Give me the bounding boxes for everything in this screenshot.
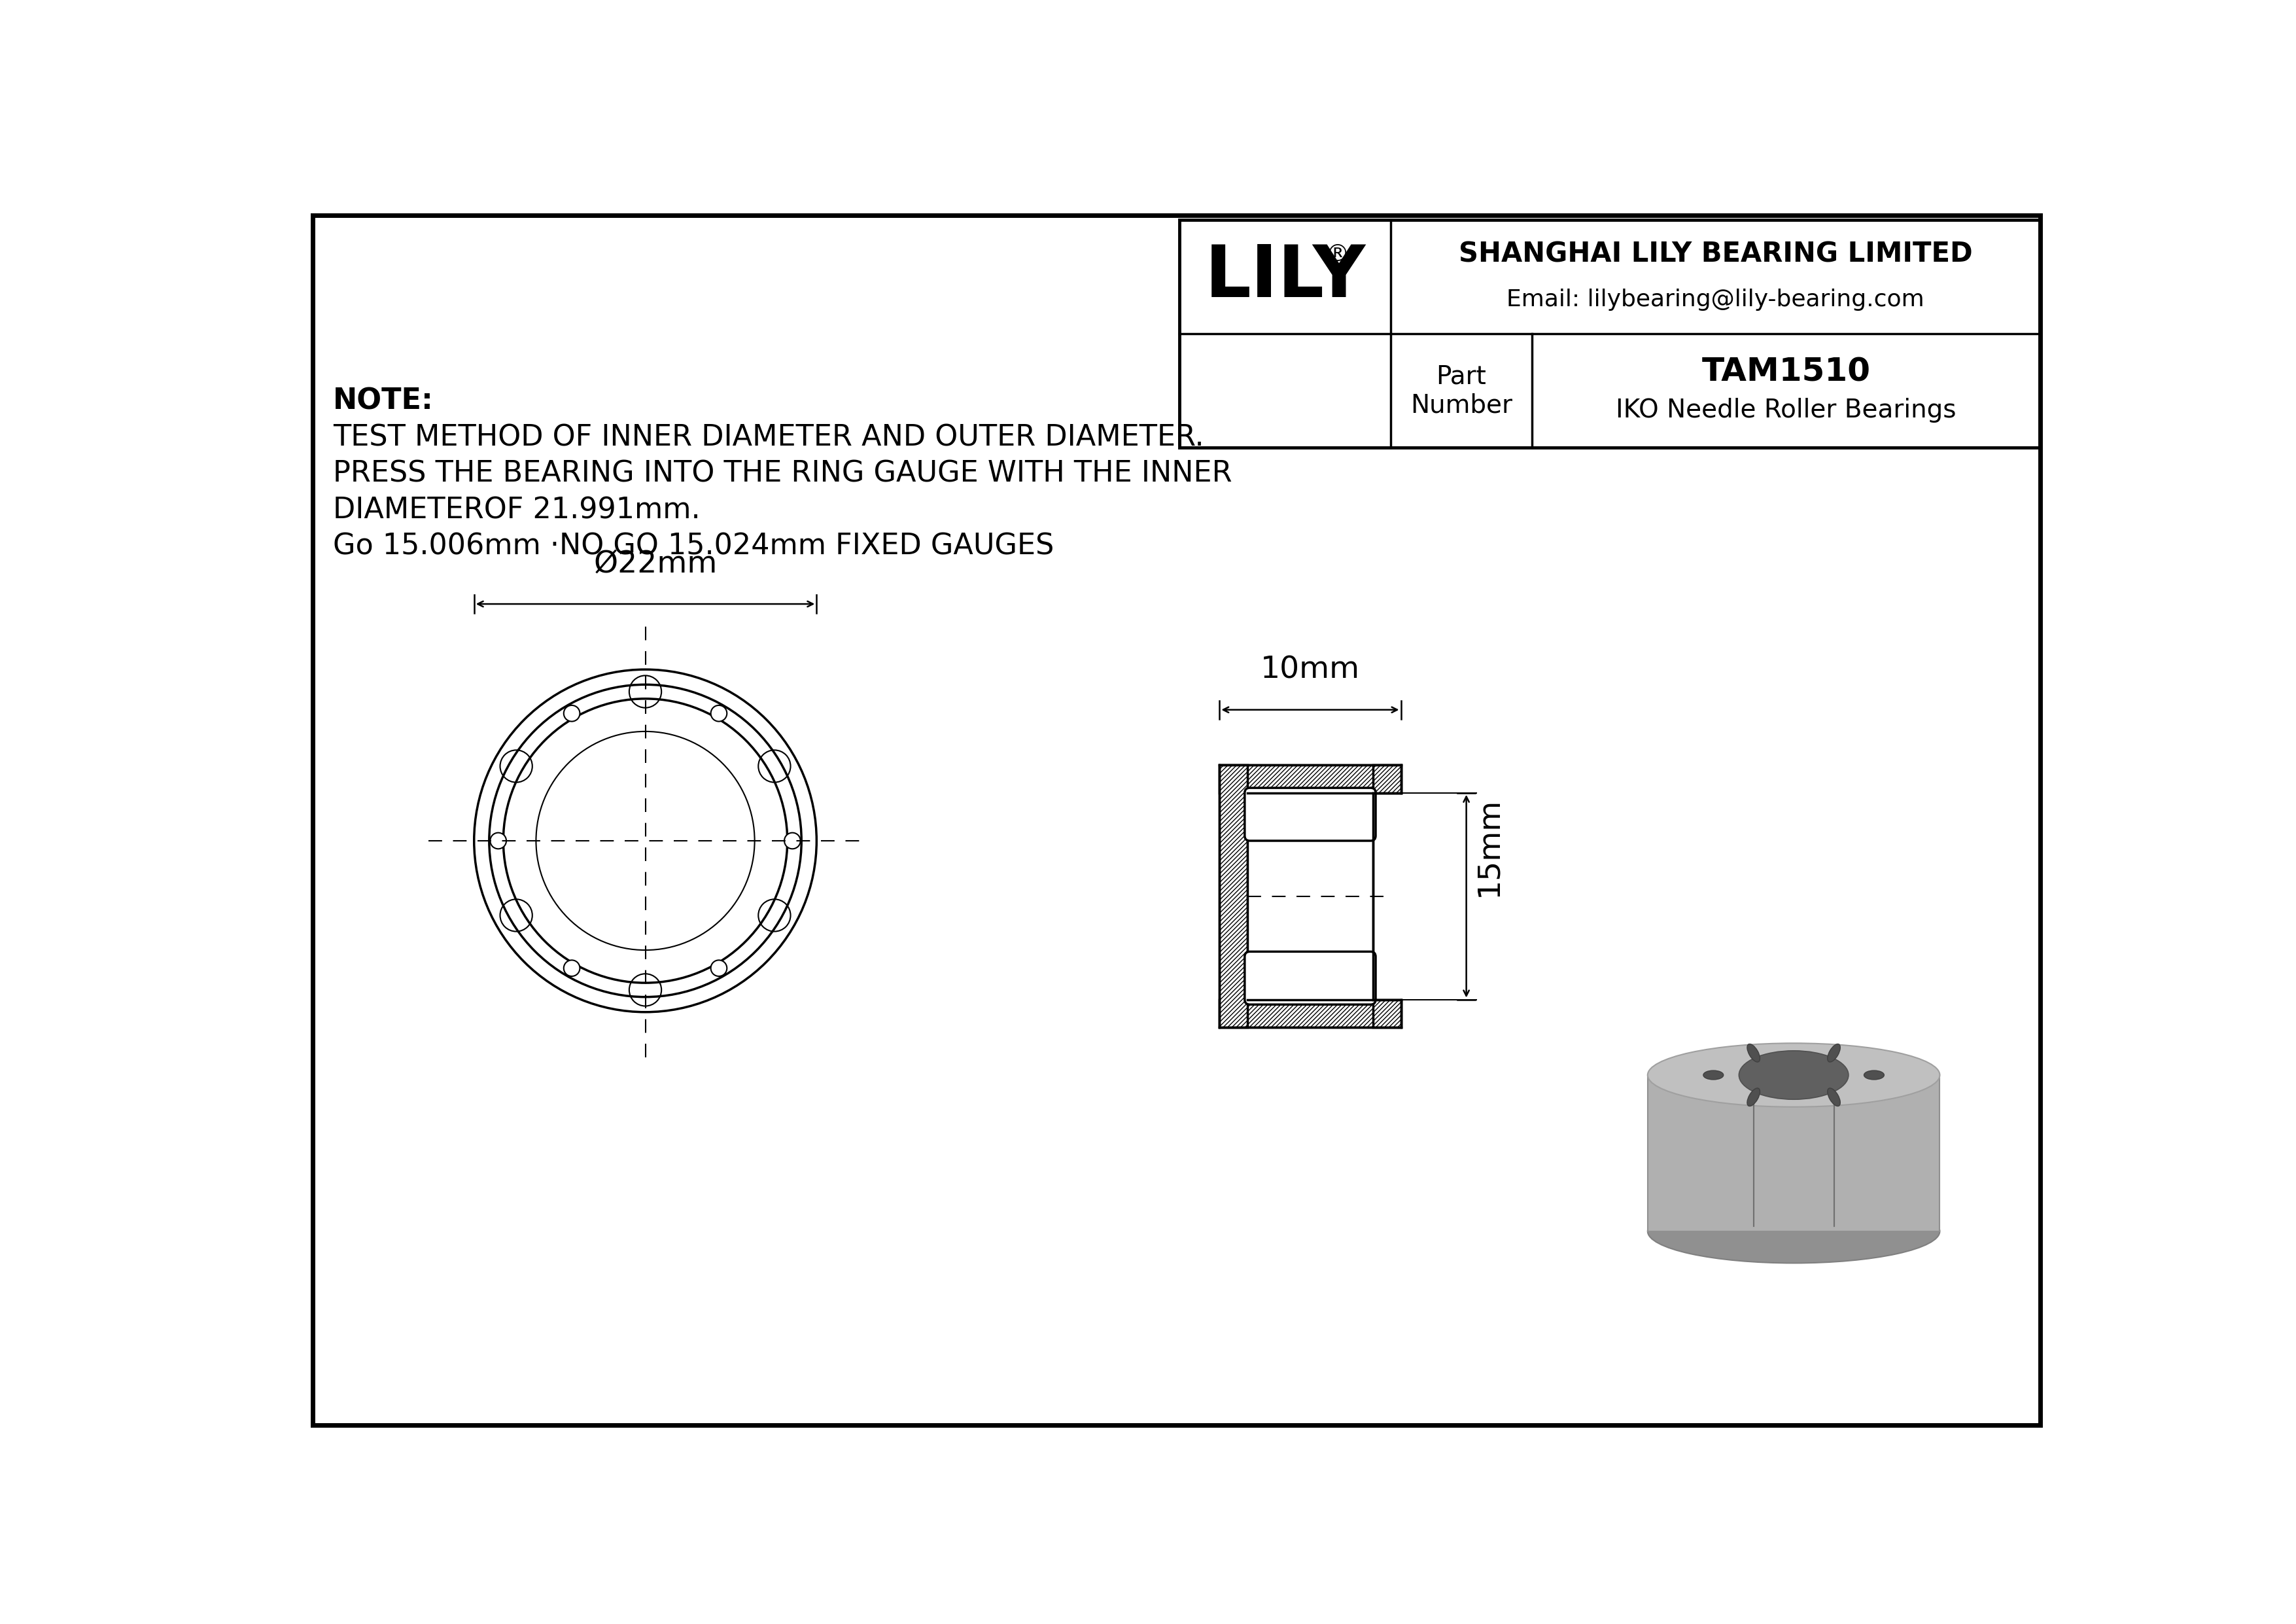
- Circle shape: [785, 833, 801, 849]
- Ellipse shape: [1704, 1070, 1724, 1080]
- Text: Part
Number: Part Number: [1410, 364, 1513, 417]
- Text: 15mm: 15mm: [1474, 797, 1504, 896]
- Ellipse shape: [1738, 1051, 1848, 1099]
- Text: Go 15.006mm ·NO GO 15.024mm FIXED GAUGES: Go 15.006mm ·NO GO 15.024mm FIXED GAUGES: [333, 533, 1054, 560]
- Ellipse shape: [1747, 1044, 1761, 1062]
- Text: PRESS THE BEARING INTO THE RING GAUGE WITH THE INNER: PRESS THE BEARING INTO THE RING GAUGE WI…: [333, 460, 1233, 489]
- Text: Email: lilybearing@lily-bearing.com: Email: lilybearing@lily-bearing.com: [1506, 289, 1924, 310]
- Text: Ø22mm: Ø22mm: [592, 549, 716, 578]
- FancyBboxPatch shape: [1244, 952, 1375, 1005]
- Circle shape: [565, 705, 581, 721]
- Text: ®: ®: [1327, 244, 1350, 265]
- Ellipse shape: [1828, 1088, 1841, 1106]
- Ellipse shape: [1649, 1200, 1940, 1263]
- Text: TAM1510: TAM1510: [1701, 356, 1871, 388]
- Ellipse shape: [1747, 1088, 1761, 1106]
- Text: NOTE:: NOTE:: [333, 388, 434, 416]
- Bar: [1219, 765, 1247, 1028]
- Bar: [1180, 221, 2041, 448]
- Ellipse shape: [1649, 1043, 1940, 1108]
- Bar: [1219, 765, 1401, 793]
- Text: SHANGHAI LILY BEARING LIMITED: SHANGHAI LILY BEARING LIMITED: [1458, 240, 1972, 268]
- Ellipse shape: [1828, 1044, 1841, 1062]
- Circle shape: [712, 960, 728, 976]
- Ellipse shape: [1864, 1070, 1885, 1080]
- Bar: [1373, 765, 1401, 793]
- Text: TEST METHOD OF INNER DIAMETER AND OUTER DIAMETER.: TEST METHOD OF INNER DIAMETER AND OUTER …: [333, 424, 1203, 451]
- FancyBboxPatch shape: [1244, 788, 1375, 841]
- Bar: [1373, 999, 1401, 1028]
- Text: IKO Needle Roller Bearings: IKO Needle Roller Bearings: [1616, 398, 1956, 422]
- Text: LILY: LILY: [1205, 242, 1366, 312]
- Bar: [1247, 793, 1373, 999]
- Polygon shape: [1649, 1075, 1940, 1231]
- Text: DIAMETEROF 21.991mm.: DIAMETEROF 21.991mm.: [333, 497, 700, 525]
- Circle shape: [565, 960, 581, 976]
- Bar: [1219, 999, 1401, 1028]
- Circle shape: [489, 833, 507, 849]
- Text: 10mm: 10mm: [1261, 654, 1359, 685]
- Circle shape: [712, 705, 728, 721]
